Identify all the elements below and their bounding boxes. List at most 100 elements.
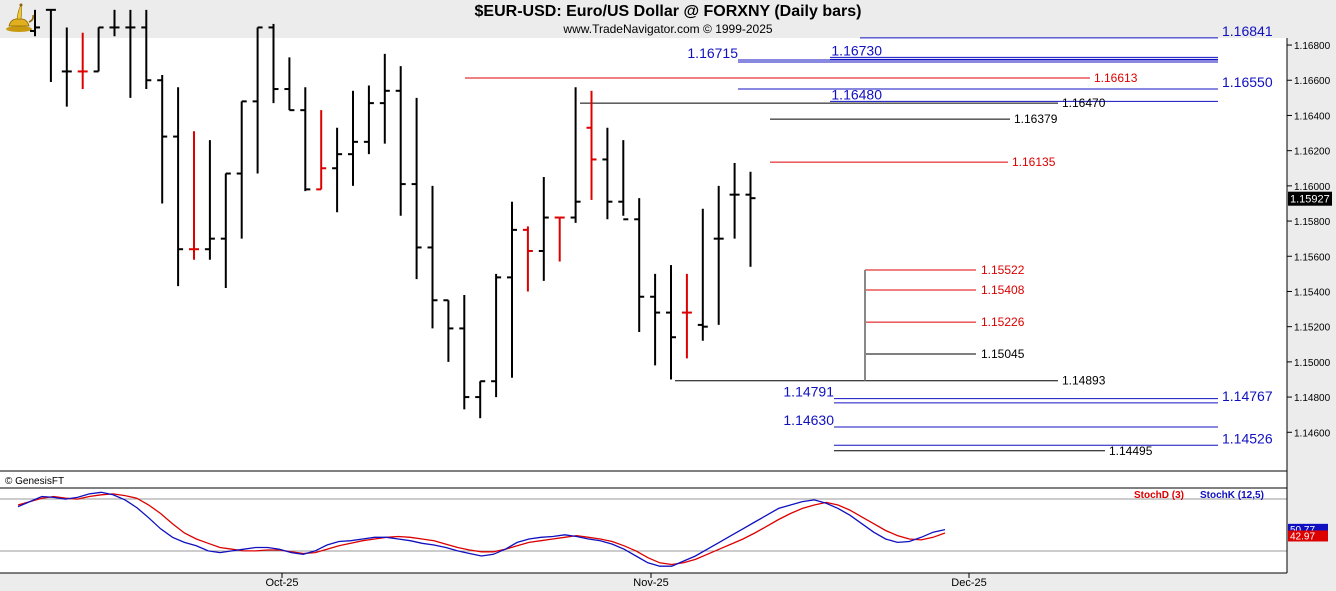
ohlc-bar bbox=[252, 26, 263, 174]
x-tick-label: Nov-25 bbox=[633, 577, 668, 589]
ohlc-bar bbox=[173, 87, 184, 287]
price-level-lines: 1.16841 1.16730 1.16715 1.16613 1.16550 1.164… bbox=[465, 23, 1273, 458]
watermark-text: © GenesisFT bbox=[5, 476, 64, 487]
stoch-k-value: 50.77 bbox=[1290, 525, 1315, 536]
level-label: 1.14791 bbox=[783, 384, 834, 400]
ohlc-bar bbox=[522, 226, 533, 292]
ohlc-bar bbox=[697, 208, 708, 341]
stoch-k-value-box bbox=[1288, 523, 1328, 535]
ohlc-bar bbox=[475, 380, 486, 419]
ohlc-bar bbox=[411, 97, 422, 280]
ohlc-bar bbox=[729, 162, 740, 239]
ohlc-bar bbox=[363, 85, 374, 155]
ohlc-bar bbox=[236, 100, 247, 239]
ohlc-bar bbox=[300, 87, 311, 192]
date-axis-background bbox=[0, 573, 1287, 591]
last-price-box bbox=[1288, 191, 1332, 206]
y-tick-label: 1.15000 bbox=[1294, 358, 1331, 369]
level-label: 1.16470 bbox=[1062, 96, 1106, 110]
y-tick-label: 1.16000 bbox=[1294, 182, 1331, 193]
level-label: 1.14630 bbox=[783, 412, 834, 428]
x-tick-label: Oct-25 bbox=[265, 577, 298, 589]
ohlc-bar bbox=[109, 9, 120, 37]
ohlc-bar bbox=[618, 140, 629, 221]
ohlc-bar bbox=[443, 299, 454, 362]
ohlc-bars bbox=[30, 8, 756, 419]
level-label: 1.15226 bbox=[981, 315, 1025, 329]
ohlc-bar bbox=[507, 201, 517, 378]
ohlc-bar bbox=[93, 26, 104, 73]
ohlc-bar bbox=[204, 140, 215, 260]
level-label: 1.16480 bbox=[831, 86, 882, 102]
stoch-k-legend: StochK (12,5) bbox=[1200, 490, 1264, 501]
level-label: 1.16379 bbox=[1014, 112, 1058, 126]
ohlc-bar bbox=[681, 273, 692, 359]
ohlc-bar bbox=[491, 273, 502, 398]
level-label: 1.16715 bbox=[687, 45, 738, 61]
ohlc-bar bbox=[30, 9, 40, 37]
level-label: 1.16730 bbox=[831, 42, 882, 58]
level-label: 1.14893 bbox=[1062, 374, 1106, 388]
ohlc-bar bbox=[141, 9, 152, 90]
y-tick-label: 1.15600 bbox=[1294, 252, 1331, 263]
ohlc-bar bbox=[157, 74, 168, 204]
level-label: 1.14767 bbox=[1222, 388, 1273, 404]
ohlc-bar bbox=[189, 131, 199, 260]
x-tick-label: Dec-25 bbox=[951, 577, 986, 589]
ohlc-bar bbox=[570, 87, 581, 223]
ohlc-bar bbox=[268, 23, 279, 104]
level-label: 1.14526 bbox=[1222, 430, 1273, 446]
level-label: 1.16613 bbox=[1094, 71, 1138, 85]
ohlc-bar bbox=[61, 27, 72, 107]
stoch-line-k bbox=[17, 491, 946, 567]
price-axis-background bbox=[1287, 38, 1336, 591]
last-price-marker: 1.15927 bbox=[1288, 191, 1332, 206]
genie-lamp-logo-icon bbox=[6, 3, 34, 32]
ohlc-bar bbox=[745, 171, 756, 267]
y-tick-label: 1.15800 bbox=[1294, 217, 1331, 228]
chart-title: $EUR-USD: Euro/US Dollar @ FORXNY (Daily… bbox=[474, 3, 862, 20]
ohlc-bar bbox=[666, 265, 676, 380]
ohlc-bar bbox=[538, 177, 549, 281]
stoch-d-legend: StochD (3) bbox=[1134, 490, 1184, 501]
level-label: 1.16135 bbox=[1012, 155, 1056, 169]
level-label: 1.16841 bbox=[1222, 23, 1273, 39]
ohlc-bar bbox=[125, 9, 136, 98]
ohlc-bar bbox=[284, 57, 295, 112]
y-tick-label: 1.16400 bbox=[1294, 111, 1331, 122]
level-label: 1.15522 bbox=[981, 263, 1025, 277]
ohlc-bar bbox=[332, 127, 343, 213]
ohlc-bar bbox=[316, 110, 327, 191]
stoch-d-value-box bbox=[1288, 530, 1328, 542]
price-axis: 1.16800 1.16600 1.16400 1.16200 1.16000 1.158… bbox=[1287, 41, 1331, 439]
ohlc-bar bbox=[459, 294, 470, 410]
level-label: 1.15408 bbox=[981, 283, 1025, 297]
y-tick-label: 1.16600 bbox=[1294, 76, 1331, 87]
stoch-line-d bbox=[17, 493, 946, 566]
ohlc-bar bbox=[45, 8, 56, 83]
stoch-d-value: 42.97 bbox=[1290, 531, 1315, 542]
ohlc-bar bbox=[379, 53, 390, 144]
date-axis: Oct-25 Nov-25 Dec-25 bbox=[265, 573, 987, 589]
y-tick-label: 1.14600 bbox=[1294, 428, 1331, 439]
ohlc-bar bbox=[348, 90, 358, 186]
ohlc-bar bbox=[220, 172, 231, 288]
ohlc-bar bbox=[602, 127, 613, 220]
level-label: 1.16550 bbox=[1222, 74, 1273, 90]
level-label: 1.15045 bbox=[981, 347, 1025, 361]
ohlc-bar bbox=[634, 198, 645, 332]
y-tick-label: 1.16800 bbox=[1294, 41, 1331, 52]
y-tick-label: 1.15400 bbox=[1294, 287, 1331, 298]
level-label: 1.14495 bbox=[1109, 444, 1153, 458]
last-price-label: 1.15927 bbox=[1290, 194, 1330, 206]
y-tick-label: 1.16200 bbox=[1294, 147, 1331, 158]
ohlc-bar bbox=[713, 185, 724, 325]
ohlc-bar bbox=[650, 273, 661, 366]
ohlc-bar bbox=[395, 66, 406, 216]
chart-subtitle: www.TradeNavigator.com © 1999-2025 bbox=[563, 22, 773, 36]
ohlc-bar bbox=[586, 90, 597, 200]
chart-header bbox=[0, 0, 1336, 38]
ohlc-bar bbox=[77, 32, 88, 90]
